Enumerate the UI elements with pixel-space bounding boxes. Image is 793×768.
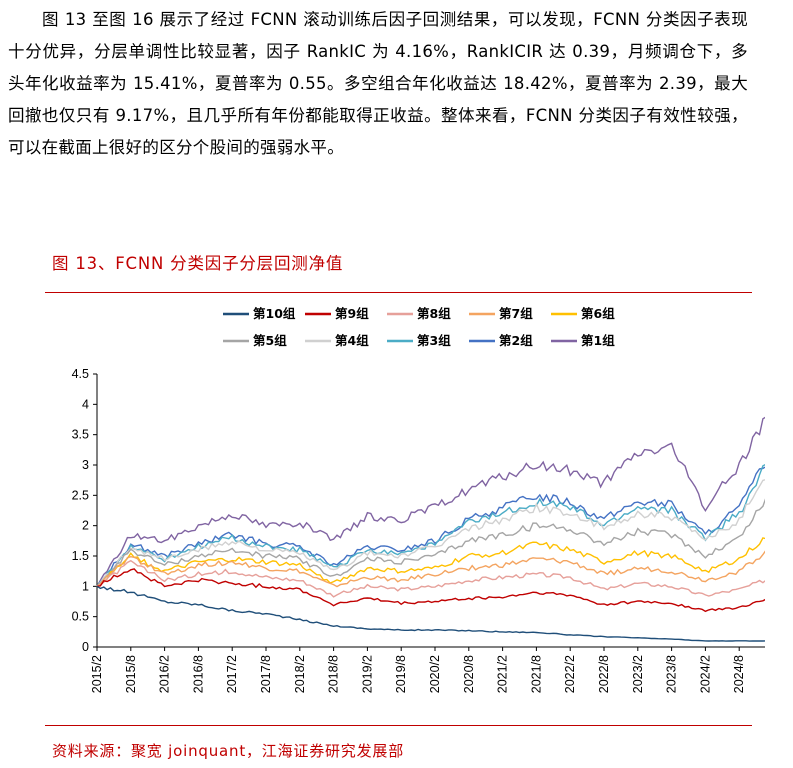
x-tick-label: 2019/2 (360, 655, 374, 693)
x-tick-label: 2023/2 (631, 655, 645, 693)
figure-top-rule (45, 292, 752, 293)
x-tick-label: 2023/8 (665, 655, 679, 693)
x-tick-label: 2022/8 (597, 655, 611, 693)
y-tick-label: 0.5 (72, 610, 89, 624)
x-tick-label: 2024/2 (698, 655, 712, 693)
y-tick-label: 1.5 (72, 549, 89, 563)
x-tick-label: 2017/2 (225, 655, 239, 693)
legend-label: 第8组 (417, 306, 451, 321)
y-tick-label: 2.5 (72, 488, 89, 502)
y-tick-label: 3 (82, 458, 89, 472)
y-tick-label: 0 (82, 640, 89, 654)
series-line-8 (96, 463, 765, 587)
legend-label: 第4组 (335, 333, 369, 348)
x-tick-label: 2021/8 (529, 655, 543, 693)
x-tick-label: 2017/8 (259, 655, 273, 693)
x-tick-label: 2020/2 (428, 655, 442, 693)
y-tick-label: 2 (82, 519, 89, 533)
y-tick-label: 3.5 (72, 428, 89, 442)
legend-label: 第7组 (499, 306, 533, 321)
x-tick-label: 2015/8 (124, 655, 138, 693)
x-tick-label: 2024/8 (732, 655, 746, 693)
x-tick-label: 2022/2 (563, 655, 577, 693)
y-tick-label: 4 (82, 397, 89, 411)
body-paragraph: 图 13 至图 16 展示了经过 FCNN 滚动训练后因子回测结果，可以发现，F… (8, 10, 748, 157)
x-tick-label: 2018/2 (293, 655, 307, 693)
x-tick-label: 2016/8 (191, 655, 205, 693)
x-tick-label: 2021/2 (496, 655, 510, 693)
x-tick-label: 2018/8 (327, 655, 341, 693)
legend-label: 第1组 (581, 333, 615, 348)
figure-title: 图 13、FCNN 分类因子分层回测净值 (52, 254, 344, 273)
series-line-7 (96, 479, 765, 587)
legend-label: 第2组 (499, 333, 533, 348)
source-note: 资料来源：聚宽 joinquant，江海证券研究发展部 (52, 742, 404, 760)
series-line-4 (96, 550, 765, 588)
series-line-3 (96, 559, 765, 598)
series-line-6 (96, 498, 765, 587)
line-chart: 0 0.5 1 1.5 2 2.5 3 3.5 4 4.5 2015/2 2015/8 2016/2 20… (72, 306, 765, 693)
legend-label: 第5组 (253, 333, 287, 348)
legend-label: 第9组 (335, 306, 369, 321)
series-line-10 (96, 416, 765, 587)
series-line-9 (96, 466, 765, 587)
x-tick-label: 2015/2 (90, 655, 104, 693)
x-tick-label: 2016/2 (158, 655, 172, 693)
legend-label: 第10组 (253, 306, 296, 321)
series-line-1 (96, 585, 765, 642)
y-tick-label: 1 (82, 579, 89, 593)
y-tick-label: 4.5 (72, 367, 89, 381)
x-tick-label: 2019/8 (394, 655, 408, 693)
legend-label: 第3组 (417, 333, 451, 348)
legend-label: 第6组 (581, 306, 615, 321)
series-line-2 (96, 568, 765, 613)
figure-bottom-rule (45, 725, 752, 726)
series-line-5 (96, 537, 765, 587)
x-tick-label: 2020/8 (462, 655, 476, 693)
